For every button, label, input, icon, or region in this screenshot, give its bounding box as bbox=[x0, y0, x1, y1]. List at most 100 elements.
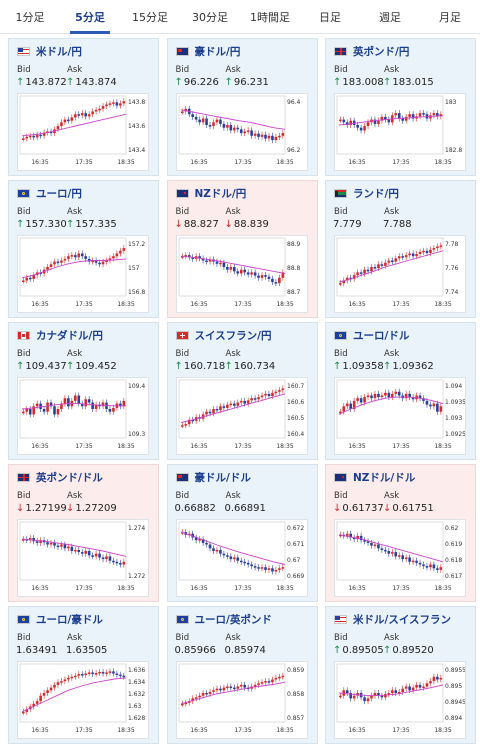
candle bbox=[404, 557, 408, 560]
down-arrow-icon: ↓ bbox=[66, 503, 75, 514]
currency-pair-name[interactable]: スイスフラン/円 bbox=[194, 330, 272, 342]
candle bbox=[56, 409, 60, 415]
candle bbox=[80, 113, 84, 116]
rate-card[interactable]: 豪ドル/円 Bid Ask ↑96.226 ↑96.231 96.4 96.2 16:35 17… bbox=[166, 38, 318, 176]
candlestick-chart[interactable]: 143.8 143.6 143.4 16:35 17:35 18:35 bbox=[17, 93, 149, 171]
tab-2[interactable]: 15分足 bbox=[132, 10, 168, 24]
candle bbox=[32, 406, 35, 415]
tab-5[interactable]: 日足 bbox=[319, 10, 341, 24]
currency-pair-name[interactable]: NZドル/円 bbox=[194, 188, 247, 200]
currency-pair-name[interactable]: 豪ドル/円 bbox=[194, 46, 241, 58]
currency-pair-name[interactable]: 米ドル/スイスフラン bbox=[353, 614, 452, 626]
au-flag-icon bbox=[175, 473, 189, 482]
rate-card[interactable]: NZドル/ドル Bid Ask ↓0.61737 ↓0.61751 0.62 0.619 0.… bbox=[325, 464, 476, 602]
currency-pair-name[interactable]: ユーロ/円 bbox=[36, 188, 82, 200]
candlestick-chart[interactable]: 0.672 0.671 0.67 0.669 16:35 17:35 18:35 bbox=[175, 519, 308, 597]
candle bbox=[387, 551, 391, 554]
tab-1[interactable]: 5分足 bbox=[60, 0, 120, 34]
rate-card[interactable]: 英ポンド/ドル Bid Ask ↓1.27199 ↓1.27209 1.274 1.272 1… bbox=[8, 464, 159, 602]
rate-card[interactable]: スイスフラン/円 Bid Ask ↑160.718 ↑160.734 160.7 160.6… bbox=[166, 322, 318, 460]
candlestick-chart[interactable]: 88.9 88.8 88.7 16:35 17:35 18:35 bbox=[175, 235, 308, 313]
chart-svg: 88.9 88.8 88.7 16:35 17:35 18:35 bbox=[178, 237, 300, 308]
candlestick-chart[interactable]: 1.094 1.0935 1.093 1.0925 16:35 17:35 18:35 bbox=[334, 377, 466, 455]
tab-6[interactable]: 週足 bbox=[379, 10, 401, 24]
candlestick-chart[interactable]: 0.859 0.858 0.857 16:35 17:35 18:35 bbox=[175, 661, 308, 739]
candlestick-chart[interactable]: 96.4 96.2 16:35 17:35 18:35 bbox=[175, 93, 308, 171]
rate-card[interactable]: ランド/円 Bid Ask 7.779 7.788 7.78 7.76 7.74 16:35 17… bbox=[325, 180, 476, 318]
candle bbox=[387, 693, 391, 695]
candle bbox=[345, 122, 349, 125]
rate-card[interactable]: ユーロ/豪ドル Bid Ask 1.63491 1.63505 1.636 1.634 1.6… bbox=[8, 606, 159, 744]
plot-area bbox=[178, 521, 285, 581]
up-arrow-icon: ↑ bbox=[66, 361, 75, 372]
candle bbox=[204, 542, 208, 545]
candle bbox=[211, 122, 215, 127]
candlestick-chart[interactable]: 0.8955 0.895 0.8945 0.894 16:35 17:35 18:35 bbox=[334, 661, 466, 739]
au-flag-icon bbox=[175, 47, 189, 56]
candle bbox=[60, 544, 63, 547]
candlestick-chart[interactable]: 1.274 1.272 16:35 17:35 18:35 bbox=[17, 519, 149, 597]
candle bbox=[232, 267, 236, 272]
candlestick-chart[interactable]: 7.78 7.76 7.74 16:35 17:35 18:35 bbox=[334, 235, 466, 313]
ask-price: ↑96.231 bbox=[225, 77, 269, 88]
rate-card[interactable]: 豪ドル/ドル Bid Ask 0.66882 0.66891 0.672 0.671 0.67… bbox=[166, 464, 318, 602]
rate-card[interactable]: ユーロ/円 Bid Ask ↑157.330 ↑157.335 157.2 157 156.8… bbox=[8, 180, 159, 318]
rate-card[interactable]: ユーロ/ドル Bid Ask ↑1.09358 ↑1.09362 1.094 1.0935 1… bbox=[325, 322, 476, 460]
candle bbox=[122, 101, 126, 104]
candle bbox=[46, 402, 49, 412]
candle bbox=[408, 686, 411, 691]
y-tick-label: 0.617 bbox=[445, 573, 462, 580]
candle bbox=[359, 535, 363, 541]
candle bbox=[277, 568, 281, 570]
currency-pair-name[interactable]: ランド/円 bbox=[353, 188, 399, 200]
rate-card[interactable]: NZドル/円 Bid Ask ↓88.827 ↓88.839 88.9 88.8 88.7 16… bbox=[166, 180, 318, 318]
tab-7[interactable]: 月足 bbox=[439, 10, 461, 24]
candle bbox=[256, 683, 260, 685]
currency-pair-name[interactable]: カナダドル/円 bbox=[36, 330, 103, 342]
currency-pair-name[interactable]: ユーロ/英ポンド bbox=[194, 614, 272, 626]
candle bbox=[436, 403, 439, 412]
candle bbox=[77, 253, 81, 258]
moving-average-line bbox=[21, 258, 127, 279]
candle bbox=[274, 391, 277, 394]
candlestick-chart[interactable]: 183 182.8 16:35 17:35 18:35 bbox=[334, 93, 466, 171]
candle bbox=[415, 395, 418, 400]
rate-card[interactable]: ユーロ/英ポンド Bid Ask 0.85966 0.85974 0.859 0.858 0.… bbox=[166, 606, 318, 744]
tab-3[interactable]: 30分足 bbox=[192, 10, 228, 24]
rate-card[interactable]: 米ドル/円 Bid Ask ↑143.872 ↑143.874 143.8 143.6 143… bbox=[8, 38, 159, 176]
candle bbox=[232, 127, 236, 131]
rate-card[interactable]: カナダドル/円 Bid Ask ↑109.437 ↑109.452 109.4 109.3 1… bbox=[8, 322, 159, 460]
candle bbox=[432, 564, 436, 569]
candlestick-chart[interactable]: 109.4 109.3 16:35 17:35 18:35 bbox=[17, 377, 149, 455]
candlestick-chart[interactable]: 160.7 160.6 160.5 160.4 16:35 17:35 18:35 bbox=[175, 377, 308, 455]
plot-area bbox=[19, 663, 127, 723]
candle bbox=[429, 249, 432, 253]
candle bbox=[122, 400, 126, 407]
currency-pair-name[interactable]: 米ドル/円 bbox=[36, 46, 82, 58]
candle bbox=[387, 392, 391, 398]
candle bbox=[28, 135, 32, 138]
tab-4[interactable]: 1時間足 bbox=[250, 10, 290, 24]
currency-pair-name[interactable]: 英ポンド/ドル bbox=[36, 472, 103, 484]
currency-pair-name[interactable]: 豪ドル/ドル bbox=[194, 472, 251, 484]
rate-card[interactable]: 英ポンド/円 Bid Ask ↑183.008 ↑183.015 183 182.8 16:3… bbox=[325, 38, 476, 176]
bid-value: 109.437 bbox=[25, 361, 67, 372]
tab-0[interactable]: 1分足 bbox=[15, 10, 45, 24]
gb-flag-icon bbox=[17, 473, 30, 482]
candlestick-chart[interactable]: 1.636 1.634 1.632 1.63 1.628 16:35 17:35 18:35 bbox=[17, 661, 149, 739]
candlestick-chart[interactable]: 157.2 157 156.8 16:35 17:35 18:35 bbox=[17, 235, 149, 313]
candle bbox=[229, 403, 232, 406]
candle bbox=[391, 260, 394, 263]
candle bbox=[411, 397, 415, 400]
currency-pair-name[interactable]: 英ポンド/円 bbox=[353, 46, 410, 58]
currency-pair-name[interactable]: ユーロ/豪ドル bbox=[36, 614, 103, 626]
candle bbox=[356, 535, 359, 540]
candle bbox=[208, 259, 211, 262]
rate-card[interactable]: 米ドル/スイスフラン Bid Ask ↑0.89505 ↑0.89520 0.8955 0.… bbox=[325, 606, 476, 744]
candle bbox=[87, 258, 91, 262]
candlestick-chart[interactable]: 0.62 0.619 0.618 0.617 16:35 17:35 18:35 bbox=[334, 519, 466, 597]
currency-pair-name[interactable]: ユーロ/ドル bbox=[353, 330, 410, 342]
candle bbox=[225, 555, 229, 557]
currency-pair-name[interactable]: NZドル/ドル bbox=[353, 472, 416, 484]
candle bbox=[239, 400, 243, 403]
